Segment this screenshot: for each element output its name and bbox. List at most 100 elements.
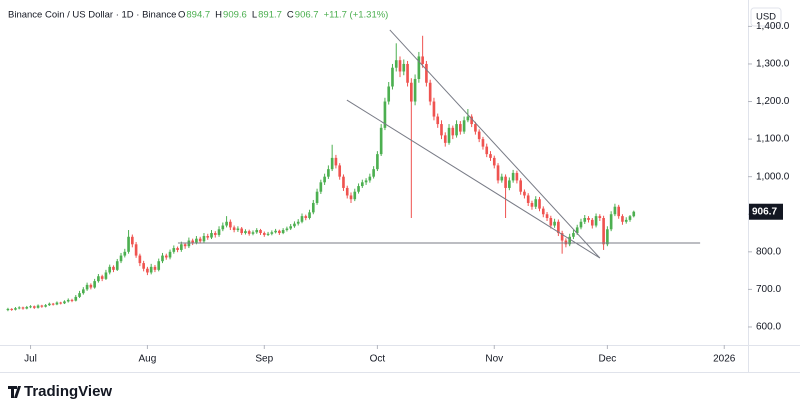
candle-body	[44, 305, 47, 307]
candle-body	[523, 191, 526, 196]
candle-body	[278, 230, 281, 234]
candle-body	[32, 306, 36, 308]
candle-body	[421, 56, 424, 64]
candle-body	[560, 233, 564, 241]
x-tick-label: Dec	[598, 354, 616, 365]
candle-body	[628, 216, 632, 220]
ohlc-key: L	[252, 10, 257, 21]
y-tick-label: 1,300.0	[756, 59, 790, 70]
candle-body	[225, 221, 228, 226]
candle-body	[48, 303, 51, 306]
candle-body	[296, 221, 300, 224]
y-tick-label: 800.0	[756, 246, 781, 257]
candle-body	[391, 67, 394, 87]
candle-body	[345, 187, 349, 196]
y-tick-label: 1,200.0	[756, 96, 790, 107]
x-tick-label: Nov	[485, 354, 503, 365]
candle-body	[470, 116, 473, 125]
candle-body	[534, 199, 538, 207]
candle-body	[183, 244, 187, 247]
candle-body	[115, 261, 119, 270]
candle-body	[632, 211, 636, 217]
candle-body	[500, 176, 504, 181]
candle-body	[138, 255, 142, 264]
candle-body	[142, 263, 145, 269]
candle-body	[342, 176, 345, 188]
candle-body	[40, 305, 44, 307]
candle-body	[131, 236, 134, 245]
candle-body	[119, 255, 123, 262]
x-tick-label: 2026	[713, 354, 736, 365]
candle-body	[624, 219, 628, 222]
candle-body	[338, 165, 342, 177]
candle-body	[240, 228, 243, 234]
candle-body	[270, 232, 274, 234]
candle-body	[161, 255, 164, 262]
candle-body	[583, 218, 587, 222]
candle-body	[425, 63, 428, 83]
candle-body	[206, 236, 210, 238]
y-tick-label: 600.0	[756, 322, 781, 333]
candle-body	[191, 240, 194, 243]
ohlc-value: 906.7	[295, 10, 319, 21]
candle-body	[198, 238, 202, 242]
y-tick-label: 1,400.0	[756, 21, 790, 32]
candle-body	[590, 219, 594, 226]
candle-body	[594, 216, 598, 226]
candle-body	[10, 308, 14, 310]
candle-body	[82, 289, 85, 294]
candle-body	[300, 216, 304, 222]
logo: TradingView	[8, 383, 112, 400]
candle-body	[247, 231, 251, 234]
ohlc-key: O	[178, 10, 185, 21]
candle-body	[541, 208, 545, 215]
candle-body	[353, 191, 357, 200]
candle-body	[459, 124, 462, 132]
candle-body	[334, 157, 338, 166]
candle-body	[440, 124, 443, 136]
candle-body	[17, 307, 21, 309]
candle-body	[36, 305, 40, 308]
candle-body	[153, 266, 157, 270]
candle-body	[379, 127, 383, 155]
candle-body	[477, 131, 481, 140]
ohlc-value: 891.7	[258, 10, 282, 21]
currency-button[interactable]	[750, 7, 782, 27]
candle-body	[172, 248, 176, 252]
candle-body	[357, 186, 360, 192]
candle-body	[123, 251, 127, 256]
candle-body	[6, 308, 10, 311]
candle-body	[78, 293, 81, 297]
candles	[6, 35, 636, 312]
candle-body	[112, 266, 115, 270]
candle-body	[319, 182, 323, 192]
candle-body	[134, 244, 138, 256]
candle-body	[289, 226, 292, 229]
candle-body	[304, 216, 308, 219]
candle-body	[376, 154, 379, 170]
candle-body	[387, 86, 391, 102]
candle-body	[428, 82, 432, 102]
candle-body	[564, 240, 568, 245]
candle-body	[157, 261, 161, 270]
candle-body	[617, 206, 621, 217]
candle-body	[511, 172, 515, 181]
candle-body	[63, 301, 66, 304]
candle-body	[146, 268, 149, 273]
candle-body	[217, 229, 221, 235]
candle-body	[621, 216, 624, 222]
candle-body	[100, 276, 104, 279]
x-tick-label: Oct	[370, 354, 386, 365]
candle-body	[55, 302, 59, 305]
candle-body	[410, 82, 413, 102]
logo-icon	[8, 386, 21, 398]
candle-body	[372, 169, 375, 177]
candle-body	[432, 101, 436, 117]
candle-body	[504, 176, 507, 188]
candle-body	[327, 169, 330, 177]
candle-body	[496, 165, 500, 181]
trend-line	[389, 29, 601, 259]
last-price-tag	[749, 203, 783, 220]
candle-body	[89, 284, 93, 288]
